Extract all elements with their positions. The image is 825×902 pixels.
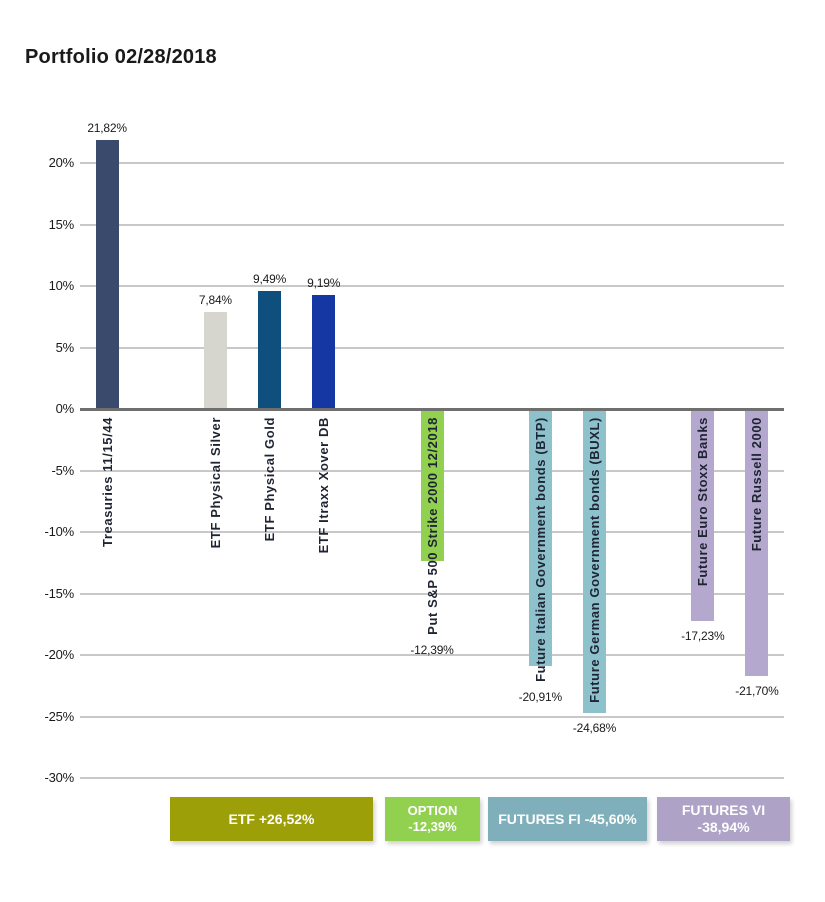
chart-title: Portfolio 02/28/2018: [25, 46, 217, 68]
value-label-etf-itraxx-xover-db: 9,19%: [307, 275, 341, 290]
category-label-treasuries-11-15-44: Treasuries 11/15/44: [99, 417, 115, 547]
legend-label: FUTURES VI -38,94%: [681, 802, 766, 835]
y-axis-tick-label: 0%: [55, 401, 75, 416]
value-label-etf-physical-silver: 7,84%: [198, 292, 232, 307]
category-label-etf-physical-silver: ETF Physical Silver: [207, 417, 223, 549]
category-label-future-russell-2000: Future Russell 2000: [749, 417, 765, 552]
y-axis-tick-label: 15%: [48, 216, 75, 232]
y-axis-tick-label: -15%: [44, 585, 74, 601]
y-axis-tick-label: 10%: [48, 278, 75, 293]
y-axis-tick-label: 5%: [55, 339, 75, 355]
bar-treasuries-11-15-44: [95, 139, 119, 408]
gridline-15: [80, 223, 784, 226]
y-axis-tick-label: -30%: [44, 770, 74, 785]
gridline-5: [80, 346, 784, 349]
bar-future-euro-stoxx-banks: [691, 411, 715, 621]
legend-label: OPTION: [407, 803, 458, 818]
y-axis-tick-label: -25%: [44, 708, 74, 724]
category-label-put-s-p-500-strike-2000-12-2018: Put S&P 500 Strike 2000 12/2018: [424, 417, 440, 635]
y-axis-tick-label: 20%: [48, 155, 75, 170]
y-axis-tick-label: -5%: [51, 462, 74, 478]
bar-etf-physical-gold: [258, 291, 282, 408]
value-label-treasuries-11-15-44: 21,82%: [87, 120, 127, 135]
y-axis-tick-label: -20%: [44, 647, 74, 662]
x-axis-zero-line: [80, 408, 784, 411]
bar-future-russell-2000: [745, 411, 769, 676]
value-label-future-russell-2000: -21,70%: [735, 683, 779, 698]
value-label-future-german-government-bonds-buxl: -24,68%: [572, 720, 617, 735]
bar-future-german-government-bonds-buxl: [582, 411, 606, 713]
category-label-future-italian-government-bonds-btp: Future Italian Government bonds (BTP): [532, 417, 548, 682]
legend-item-futures-3: FUTURES VI -38,94%: [657, 797, 790, 841]
legend-item-option-1: OPTION -12,39%: [385, 797, 480, 841]
bar-put-s-p-500-strike-2000-12-2018: [420, 411, 444, 562]
value-label-future-euro-stoxx-banks: -17,23%: [681, 628, 725, 643]
category-label-etf-itraxx-xover-db: ETF Itraxx Xover DB: [316, 417, 332, 554]
bar-future-italian-government-bonds-btp: [528, 411, 552, 667]
value-label-etf-physical-gold: 9,49%: [253, 272, 287, 287]
legend-label: ETF +26,52%: [228, 810, 315, 827]
gridline--25: [80, 715, 784, 718]
gridline--15: [80, 592, 784, 595]
gridline--30: [80, 777, 784, 779]
gridline--20: [80, 654, 784, 656]
gridline-20: [80, 162, 784, 164]
category-label-future-euro-stoxx-banks: Future Euro Stoxx Banks: [695, 417, 711, 587]
value-label-put-s-p-500-strike-2000-12-2018: -12,39%: [410, 643, 454, 657]
gridline-10: [80, 285, 784, 287]
legend-item-futures-2: FUTURES FI -45,60%: [488, 797, 647, 841]
y-axis-tick-label: -10%: [44, 524, 74, 539]
category-label-future-german-government-bonds-buxl: Future German Government bonds (BUXL): [586, 417, 602, 703]
value-label-future-italian-government-bonds-btp: -20,91%: [518, 690, 562, 704]
bar-etf-physical-silver: [203, 311, 227, 408]
legend-label: -12,39%: [408, 819, 457, 834]
bar-etf-itraxx-xover-db: [312, 294, 336, 408]
legend-label: FUTURES FI -45,60%: [498, 810, 637, 827]
legend-item-etf-0: ETF +26,52%: [170, 797, 373, 841]
category-label-etf-physical-gold: ETF Physical Gold: [262, 417, 278, 542]
